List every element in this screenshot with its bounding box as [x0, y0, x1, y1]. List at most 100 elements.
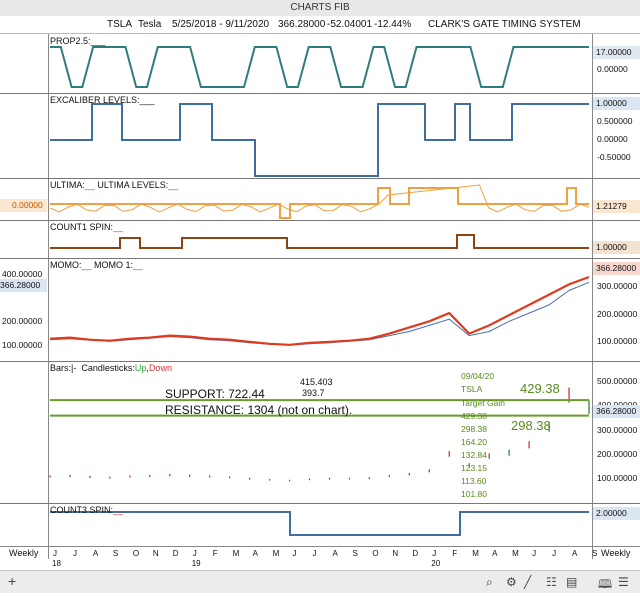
excaliber-label: EXCALIBER LEVELS:___	[50, 95, 155, 105]
panel-divider	[0, 220, 640, 221]
period-selector-right[interactable]: Weekly	[601, 548, 631, 558]
prop-label: PROP2.5:___	[50, 36, 106, 46]
count3-value: 2.00000	[593, 507, 640, 520]
x-tick-label: A	[252, 549, 258, 558]
excaliber-tick: 0.500000	[597, 116, 633, 126]
price-change-pct: -12.44%	[374, 19, 412, 30]
prop-value: 17.00000	[593, 46, 640, 59]
grid-icon[interactable]: ☷	[546, 575, 557, 589]
x-tick-label: F	[452, 549, 458, 558]
x-tick-label: N	[392, 549, 399, 558]
momo-left-top: 400.00000	[2, 269, 43, 279]
ultima-label: ULTIMA:__ ULTIMA LEVELS:__	[50, 180, 179, 190]
x-tick-label: F	[212, 549, 218, 558]
bars-tick: 300.00000	[597, 425, 638, 435]
count1-value: 1.00000	[593, 241, 640, 254]
panel-divider	[0, 503, 640, 504]
target-value: 298.38	[461, 424, 487, 434]
momo1-line	[49, 281, 590, 346]
prop-tick: 0.00000	[597, 64, 628, 74]
count3-label: COUNT3 SPIN:__	[50, 505, 124, 515]
x-tick-label: A	[92, 549, 99, 558]
header-info: TSLA Tesla 5/25/2018 - 9/11/2020 366.280…	[0, 16, 640, 34]
x-year-label: 18	[52, 559, 61, 568]
list-icon[interactable]: ☰	[618, 575, 629, 589]
x-tick-label: A	[492, 549, 498, 558]
target-value: 101.80	[461, 489, 487, 499]
momo-label: MOMO:__ MOMO 1:__	[50, 260, 144, 270]
bars-tick: 200.00000	[597, 449, 638, 459]
x-tick-label: D	[172, 549, 179, 558]
ultima-value: 1.21279	[593, 200, 640, 213]
support-text: SUPPORT: 722.44	[165, 387, 265, 401]
bars-label: Bars:|- Candlesticks:Up,Down	[50, 363, 172, 373]
x-tick-label: J	[72, 549, 77, 558]
line-chart-icon[interactable]: ╱	[524, 575, 532, 589]
book-icon[interactable]: 🕮	[598, 577, 613, 591]
panel-divider	[0, 93, 640, 94]
last-price: 366.28000	[278, 19, 326, 30]
panel-divider	[0, 258, 640, 259]
momo-left-tick: 200.00000	[2, 316, 43, 326]
x-tick-label: S	[592, 549, 598, 558]
x-tick-label: J	[432, 549, 437, 558]
bars-value: 366.28000	[593, 405, 640, 418]
panel-divider	[0, 361, 640, 362]
left-scale-column	[0, 34, 49, 559]
target-value: 429.38	[461, 411, 487, 421]
x-tick-label: O	[372, 549, 379, 558]
date-range: 5/25/2018 - 9/11/2020	[172, 19, 270, 30]
x-tick-label: J	[53, 549, 57, 558]
target-value: 113.60	[461, 476, 487, 486]
x-tick-label: D	[412, 549, 419, 558]
target-title: Target Gain	[461, 398, 505, 408]
momo-left-tick: 100.00000	[2, 340, 43, 350]
x-tick-label: J	[532, 549, 537, 558]
count3-line	[50, 511, 589, 536]
excaliber-tick: -0.50000	[597, 152, 631, 162]
price-change: -52.04001	[327, 19, 373, 30]
x-tick-label: S	[352, 549, 358, 558]
settings-icon[interactable]: ⚙	[506, 575, 517, 589]
panel-icon[interactable]: ▤	[566, 575, 578, 589]
momo-tick: 200.00000	[597, 309, 638, 319]
x-tick-label: J	[312, 549, 317, 558]
x-tick-label: M	[472, 549, 479, 558]
ultima-levels-line	[50, 187, 589, 219]
search-icon[interactable]: ⌕	[486, 575, 493, 589]
bars-tick: 500.00000	[597, 376, 638, 386]
x-tick-label: M	[512, 549, 519, 558]
momo-line	[49, 275, 590, 346]
panel-divider	[0, 178, 640, 179]
x-tick-label: J	[292, 549, 297, 558]
momo-tick: 100.00000	[597, 336, 638, 346]
ultima-left-value: 0.00000	[0, 199, 47, 212]
excaliber-value: 1.00000	[593, 97, 640, 110]
bottom-toolbar: + ⌕ ⚙ ╱ ☷ ▤ 🕮 ☰	[0, 570, 640, 593]
ultima-line	[49, 184, 590, 213]
period-selector-left[interactable]: Weekly	[9, 548, 39, 558]
excaliber-tick: 0.00000	[597, 134, 628, 144]
x-tick-label: O	[132, 549, 140, 558]
x-tick-label: N	[152, 549, 159, 558]
x-tick-label: J	[552, 549, 557, 558]
momo-value: 366.28000	[593, 262, 640, 275]
x-axis: J J A S O N D J F M A M J J A S O N D J F M A M J J A S 18 19 20	[0, 546, 640, 571]
momo-left-value: 366.28000	[0, 279, 47, 292]
x-tick-label: M	[272, 549, 280, 558]
symbol: TSLA	[107, 19, 133, 30]
target-date: 09/04/20	[461, 371, 495, 381]
x-tick-label: S	[112, 549, 119, 558]
target-value: 164.20	[461, 437, 487, 447]
prop-line	[50, 46, 589, 88]
x-tick-label: J	[192, 549, 197, 558]
momo-tick: 300.00000	[597, 281, 638, 291]
company-name: Tesla	[138, 19, 162, 30]
excaliber-line	[50, 103, 589, 177]
system-name: CLARK'S GATE TIMING SYSTEM	[428, 19, 581, 30]
count1-label: COUNT1 SPIN:__	[50, 222, 124, 232]
price-annotation: 415.403	[300, 377, 333, 387]
add-icon[interactable]: +	[8, 573, 17, 589]
x-year-label: 20	[431, 559, 441, 568]
